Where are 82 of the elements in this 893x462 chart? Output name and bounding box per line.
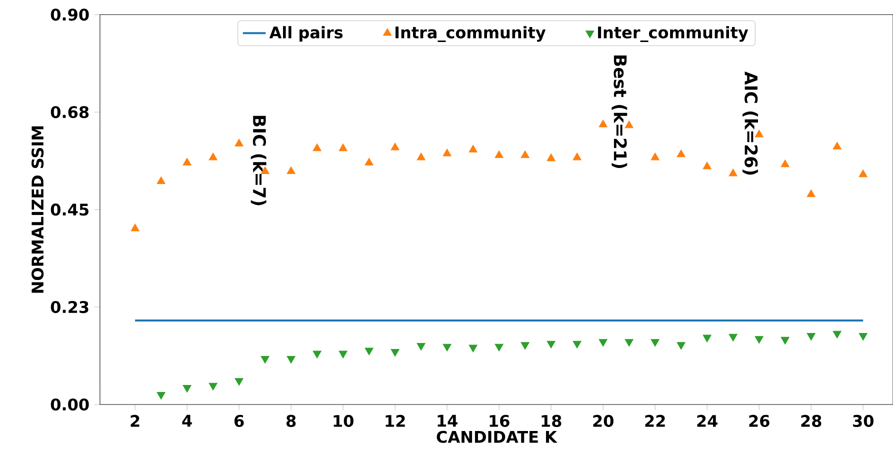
point bbox=[312, 350, 322, 358]
x-tick-label: 2 bbox=[130, 414, 140, 427]
point bbox=[598, 120, 608, 128]
point bbox=[208, 152, 218, 160]
point bbox=[286, 356, 296, 364]
x-tick-label: 20 bbox=[593, 414, 614, 427]
point bbox=[364, 348, 374, 356]
x-tick-label: 28 bbox=[801, 414, 822, 427]
x-tick-label: 12 bbox=[386, 414, 405, 427]
point bbox=[728, 168, 738, 176]
point bbox=[546, 340, 556, 348]
point bbox=[676, 149, 686, 157]
point bbox=[468, 344, 478, 352]
annotation: BIC (k=7) bbox=[250, 116, 266, 205]
point bbox=[182, 384, 192, 392]
point bbox=[858, 332, 868, 340]
point bbox=[338, 350, 348, 358]
annotation: Best (k=21) bbox=[612, 55, 628, 168]
point bbox=[442, 344, 452, 352]
point bbox=[390, 348, 400, 356]
x-tick-label: 30 bbox=[853, 414, 874, 427]
point bbox=[572, 152, 582, 160]
point bbox=[468, 144, 478, 152]
point bbox=[572, 340, 582, 348]
point bbox=[234, 378, 244, 386]
x-tick-label: 4 bbox=[182, 414, 192, 426]
x-tick-label: 16 bbox=[490, 414, 510, 427]
point bbox=[650, 338, 660, 346]
point bbox=[494, 150, 504, 158]
y-tick-label: 0.90 bbox=[50, 8, 89, 20]
point bbox=[676, 342, 686, 350]
x-tick-label: 14 bbox=[438, 414, 458, 426]
x-axis-title: CANDIDATE K bbox=[436, 430, 558, 443]
point bbox=[260, 356, 270, 364]
point bbox=[494, 344, 504, 352]
point bbox=[832, 142, 842, 150]
point bbox=[520, 150, 530, 158]
point bbox=[208, 382, 218, 390]
point bbox=[520, 342, 530, 350]
point bbox=[754, 336, 764, 344]
point bbox=[182, 158, 192, 166]
point bbox=[832, 330, 842, 338]
point bbox=[728, 334, 738, 342]
legend-label: All pairs bbox=[269, 26, 343, 42]
point bbox=[806, 332, 816, 340]
y-tick-label: 0.68 bbox=[50, 106, 89, 118]
x-tick-label: 26 bbox=[749, 414, 770, 427]
y-axis-title: NORMALIZED SSIM bbox=[32, 126, 44, 293]
point bbox=[702, 334, 712, 342]
point bbox=[156, 176, 166, 184]
y-tick-label: 0.23 bbox=[50, 300, 88, 313]
point bbox=[624, 338, 634, 346]
point bbox=[598, 338, 608, 346]
y-tick-label: 0.45 bbox=[50, 203, 88, 216]
x-tick-label: 10 bbox=[334, 414, 354, 427]
point bbox=[130, 223, 140, 232]
point bbox=[364, 158, 374, 166]
y-tick-label: 0.00 bbox=[50, 398, 89, 410]
x-tick-label: 24 bbox=[697, 414, 718, 427]
point bbox=[416, 342, 426, 350]
point bbox=[702, 162, 712, 170]
x-tick-label: 6 bbox=[234, 414, 244, 427]
legend-label: Inter_community bbox=[598, 26, 748, 42]
point bbox=[546, 153, 556, 161]
point bbox=[234, 138, 244, 146]
point bbox=[156, 392, 166, 400]
x-tick-label: 22 bbox=[645, 414, 665, 427]
annotation: AIC (k=26) bbox=[742, 71, 758, 174]
legend-label: Intra_community bbox=[396, 26, 546, 42]
point bbox=[442, 148, 452, 156]
point bbox=[650, 152, 660, 160]
x-tick-label: 18 bbox=[542, 414, 562, 427]
point bbox=[312, 143, 322, 151]
point bbox=[390, 142, 400, 150]
point bbox=[286, 166, 296, 174]
point bbox=[858, 169, 868, 177]
x-tick-label: 8 bbox=[286, 414, 296, 427]
point bbox=[780, 336, 790, 344]
point bbox=[780, 159, 790, 167]
point bbox=[338, 143, 348, 151]
point bbox=[806, 189, 816, 197]
point bbox=[416, 152, 426, 160]
